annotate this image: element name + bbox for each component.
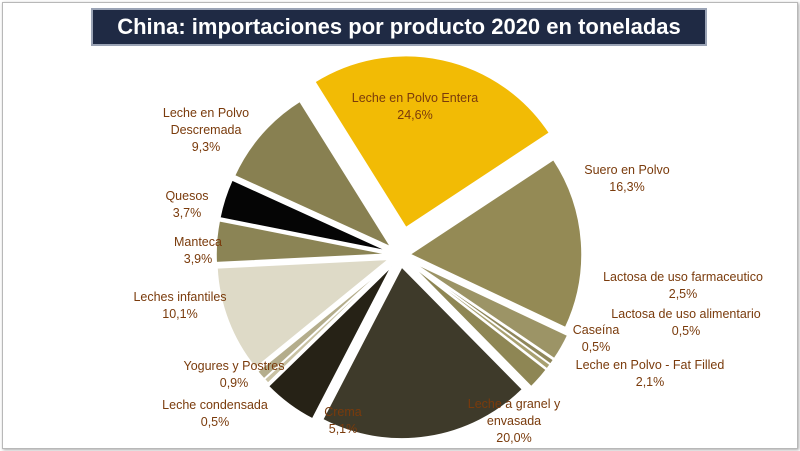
- slice-label-leche-en-polvo-fat-filled: Leche en Polvo - Fat Filled 2,1%: [576, 358, 725, 389]
- slice-percent: 3,9%: [184, 252, 213, 266]
- pie-slice-crema: [267, 265, 393, 420]
- slice-percent: 9,3%: [192, 140, 221, 154]
- pie-slice-leche-en-polvo-entera: [313, 54, 551, 229]
- pie-slice-manteca: [215, 219, 389, 264]
- slice-label-lactosa-de-uso-farmaceutico: Lactosa de uso farmaceutico 2,5%: [603, 270, 763, 301]
- slice-label-leche-en-polvo-entera: Leche en Polvo Entera 24,6%: [352, 91, 479, 122]
- slice-percent: 0,5%: [672, 324, 701, 338]
- slice-label-crema: Crema 5,1%: [324, 405, 362, 436]
- pie-labels: Leche en Polvo Entera 24,6% Suero en Polvo…: [133, 91, 763, 445]
- slice-percent: 0,5%: [582, 340, 611, 354]
- slice-label-leche-en-polvo-descremada: Leche en Polvo Descremada 9,3%: [163, 106, 249, 154]
- slice-label-line: Leche en Polvo - Fat Filled: [576, 358, 725, 372]
- slice-label-line: Leche en Polvo: [163, 106, 249, 120]
- pie-slices: [215, 54, 583, 440]
- slice-label-line: envasada: [487, 414, 541, 428]
- slice-label-line: Manteca: [174, 235, 222, 249]
- slice-label-line: Descremada: [171, 123, 242, 137]
- slice-label-suero-en-polvo: Suero en Polvo 16,3%: [584, 163, 670, 194]
- slice-label-line: Crema: [324, 405, 362, 419]
- slice-percent: 16,3%: [609, 180, 644, 194]
- slice-label-line: Leches infantiles: [133, 290, 226, 304]
- slice-label-line: Lactosa de uso alimentario: [611, 307, 760, 321]
- pie-slice-suero-en-polvo: [408, 158, 583, 329]
- pie-slice-lactosa-de-uso-farmaceutico: [411, 261, 569, 360]
- pie-slice-caseina: [410, 262, 552, 370]
- slice-label-line: Suero en Polvo: [584, 163, 670, 177]
- slice-label-line: Leche a granel y: [468, 397, 561, 411]
- slice-label-line: Caseína: [573, 323, 620, 337]
- slice-label-leche-a-granel-y-envasada: Leche a granel y envasada 20,0%: [468, 397, 561, 445]
- slice-label-line: Yogures y Postres: [184, 359, 285, 373]
- slice-percent: 24,6%: [397, 108, 432, 122]
- slice-label-line: Lactosa de uso farmaceutico: [603, 270, 763, 284]
- slice-percent: 20,0%: [496, 431, 531, 445]
- pie-slice-leche-en-polvo-fat-filled: [409, 263, 548, 388]
- slice-label-yogures-y-postres: Yogures y Postres 0,9%: [184, 359, 285, 390]
- pie-slice-leches-infantiles: [216, 258, 392, 370]
- slice-label-line: Quesos: [165, 189, 208, 203]
- pie-slice-leche-en-polvo-descremada: [233, 100, 393, 249]
- slice-percent: 2,5%: [669, 287, 698, 301]
- pie-slice-yogures-y-postres: [256, 262, 392, 380]
- chart-title: China: importaciones por producto 2020 e…: [117, 14, 681, 39]
- slice-label-line: Leche condensada: [162, 398, 268, 412]
- pie-slice-leche-a-granel-y-envasada: [321, 265, 524, 440]
- slice-percent: 10,1%: [162, 307, 197, 321]
- slice-label-leches-infantiles: Leches infantiles 10,1%: [133, 290, 226, 321]
- slice-percent: 3,7%: [173, 206, 202, 220]
- chart-title-box: China: importaciones por producto 2020 e…: [91, 8, 707, 46]
- slice-percent: 0,9%: [220, 376, 249, 390]
- slice-label-quesos: Quesos 3,7%: [165, 189, 208, 220]
- slice-label-lactosa-de-uso-alimentario: Lactosa de uso alimentario 0,5%: [611, 307, 760, 338]
- slice-label-caseina: Caseína 0,5%: [573, 323, 620, 354]
- slice-label-line: Leche en Polvo Entera: [352, 91, 479, 105]
- slice-percent: 5,1%: [329, 422, 358, 436]
- slice-percent: 0,5%: [201, 415, 230, 429]
- slice-label-manteca: Manteca 3,9%: [174, 235, 222, 266]
- slice-percent: 2,1%: [636, 375, 665, 389]
- pie-slice-quesos: [218, 178, 389, 253]
- slice-label-leche-condensada: Leche condensada 0,5%: [162, 398, 268, 429]
